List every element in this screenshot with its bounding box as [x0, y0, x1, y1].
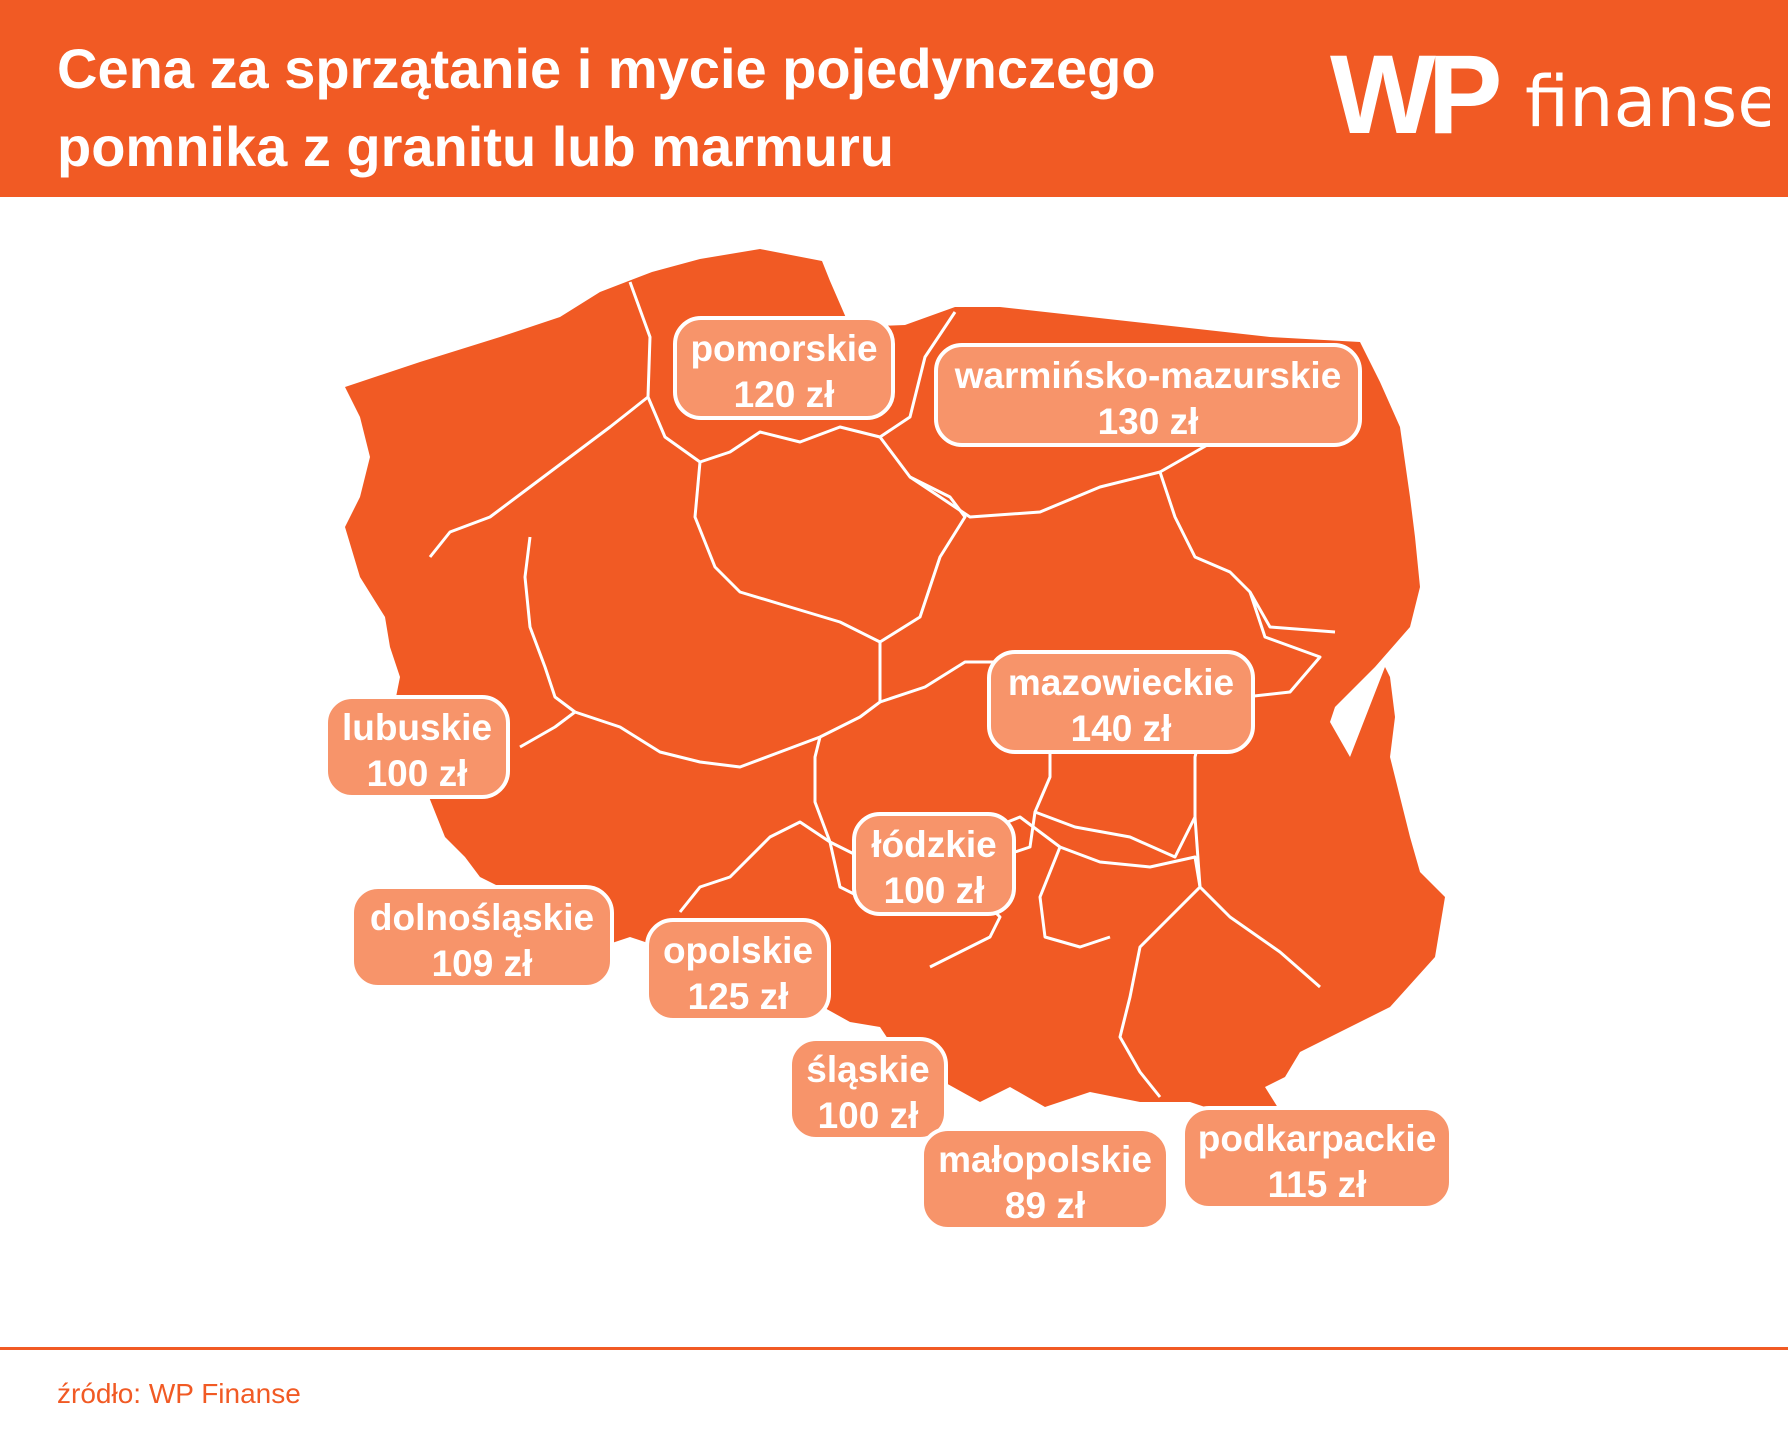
logo-mark: WP	[1330, 38, 1499, 157]
region-name: śląskie	[806, 1049, 930, 1090]
region-price: 120 zł	[733, 374, 835, 415]
source-note: źródło: WP Finanse	[57, 1378, 301, 1409]
region-label-opolskie: opolskie 125 zł	[645, 918, 831, 1022]
region-name: podkarpackie	[1197, 1118, 1437, 1159]
title-line-2: pomnika z granitu lub marmuru	[57, 115, 894, 178]
region-label-lodzkie: łódzkie 100 zł	[852, 812, 1016, 916]
region-label-lubuskie: lubuskie 100 zł	[324, 695, 510, 799]
logo-text: finanse	[1525, 61, 1770, 143]
border-wielkopolskie	[574, 642, 882, 769]
region-name: łódzkie	[871, 824, 997, 865]
region-price: 109 zł	[431, 943, 533, 984]
region-label-malopolskie: małopolskie 89 zł	[920, 1127, 1170, 1231]
border-lubuskie	[523, 536, 576, 714]
title-line-1: Cena za sprzątanie i mycie pojedynczego	[57, 37, 1156, 100]
border-opolskie	[678, 820, 831, 913]
border-malopolskie	[993, 815, 1202, 1098]
region-price: 130 zł	[1097, 401, 1199, 442]
region-price: 115 zł	[1267, 1164, 1367, 1205]
region-price: 100 zł	[817, 1095, 919, 1136]
region-label-slaskie: śląskie 100 zł	[788, 1037, 948, 1141]
footer-divider	[0, 1347, 1788, 1350]
region-name: opolskie	[662, 930, 814, 971]
region-label-pomorskie: pomorskie 120 zł	[673, 316, 895, 420]
border-zachodniopomorskie	[428, 395, 649, 558]
border-lubelskie	[1193, 816, 1321, 989]
region-label-warminsko-mazurskie: warmińsko-mazurskie 130 zł	[934, 343, 1362, 447]
region-name: mazowieckie	[1007, 662, 1235, 703]
wp-finanse-logo: WP finanse	[1330, 38, 1770, 157]
region-label-podkarpackie: podkarpackie 115 zł	[1181, 1106, 1453, 1210]
region-name: lubuskie	[341, 707, 493, 748]
region-name: dolnośląskie	[369, 897, 595, 938]
region-name: pomorskie	[690, 328, 878, 369]
region-price: 100 zł	[883, 870, 985, 911]
region-price: 100 zł	[366, 753, 468, 794]
region-label-dolnoslaskie: dolnośląskie 109 zł	[350, 885, 614, 989]
border-swietokrzyskie	[1038, 846, 1111, 949]
border-podlaskie	[1158, 471, 1336, 634]
region-name: warmińsko-mazurskie	[954, 355, 1342, 396]
region-price: 89 zł	[1004, 1185, 1086, 1226]
header-bar: Cena za sprzątanie i mycie pojedynczego …	[0, 0, 1788, 197]
region-label-mazowieckie: mazowieckie 140 zł	[987, 650, 1255, 754]
region-price: 140 zł	[1070, 708, 1172, 749]
border-dolnoslaskie	[519, 710, 576, 749]
region-name: małopolskie	[938, 1139, 1152, 1180]
page-title: Cena za sprzątanie i mycie pojedynczego …	[57, 30, 1307, 186]
region-price: 125 zł	[687, 976, 789, 1017]
